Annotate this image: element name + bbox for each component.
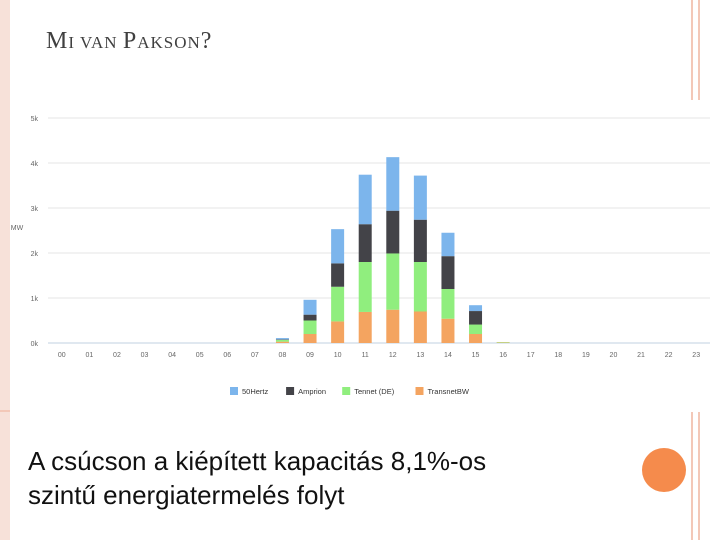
x-tick-label: 02 [113,352,121,359]
x-tick-label: 15 [472,352,480,359]
title-part: AKSON [137,33,201,52]
legend-label: 50Hertz [242,387,269,396]
bar-segment [386,157,400,211]
slide-title: MI VAN PAKSON? [46,28,212,55]
y-tick-label: 1k [31,296,39,303]
decorative-circle [642,448,686,492]
x-tick-label: 00 [58,352,66,359]
bar-segment [469,305,483,312]
title-part: ? [200,28,213,54]
x-tick-label: 07 [251,352,259,359]
bar-segment [386,253,400,310]
bar-segment [303,320,317,334]
x-tick-label: 16 [499,352,507,359]
bar-segment [331,321,345,343]
title-part: M [46,28,69,54]
title-part: P [122,28,138,54]
left-decor-line [0,410,10,412]
bar-segment [358,174,372,225]
bar-segment [469,324,483,334]
stacked-bar-chart: 0k 1k 2k 3k 4k 5k MW 00 01 02 03 04 05 06 07 08 09 10 11 12… [11,116,710,396]
x-tick-label: 09 [306,352,314,359]
x-tick-label: 23 [692,352,700,359]
legend-swatch [230,387,238,395]
bar-segment [413,262,427,312]
x-tick-label: 20 [610,352,618,359]
title-part: I VAN [68,33,123,52]
x-tick-label: 11 [362,352,369,359]
bar-segment [275,341,289,343]
bar-segment [386,210,400,254]
bar-segment [331,286,345,322]
right-decor-line [691,0,693,100]
bar-segment [275,338,289,340]
legend-label: Tennet (DE) [354,387,395,396]
legend-swatch [415,387,424,395]
chart-panel: 0k 1k 2k 3k 4k 5k MW 00 01 02 03 04 05 06 07 08 09 10 11 12… [10,100,715,410]
bar-segment [441,232,455,257]
x-tick-label: 22 [665,352,673,359]
y-tick-label: 3k [31,206,39,213]
bar-segment [441,256,455,289]
x-tick-label: 10 [334,352,342,359]
bar-segment [469,334,483,343]
bar-segment [331,263,345,287]
bar-segment [303,299,317,315]
bar-segment [331,229,345,264]
x-tick-label: 05 [196,352,204,359]
x-tick-label: 18 [554,352,562,359]
x-tick-label: 04 [168,352,176,359]
bar-segment [303,334,317,343]
right-decor-line [698,0,700,100]
legend-swatch [286,387,295,395]
x-tick-label: 12 [389,352,397,359]
y-axis-label: MW [11,225,24,232]
bar-segment [413,311,427,343]
x-tick-label: 21 [637,352,645,359]
x-tick-label: 14 [444,352,452,359]
bar-segment [469,311,483,325]
y-tick-label: 2k [31,251,39,258]
x-tick-label: 13 [416,352,424,359]
caption-line: szintű energiatermelés folyt [28,480,345,510]
bar-segment [358,262,372,312]
y-tick-label: 4k [31,161,39,168]
slide-caption: A csúcson a kiépített kapacitás 8,1%-os … [28,444,638,512]
y-tick-label: 0k [31,341,39,348]
right-decor-line [698,412,700,540]
x-tick-label: 08 [279,352,287,359]
bar-segment [358,311,372,343]
bar-segment [275,339,289,342]
legend-label: Amprion [298,387,326,396]
left-decor-strip [0,0,10,540]
x-tick-label: 03 [141,352,149,359]
bar-segment [441,318,455,343]
bar-segment [358,224,372,262]
bar-segment [413,175,427,220]
x-tick-label: 01 [85,352,93,359]
bar-segment [386,309,400,343]
legend-label: TransnetBW [428,387,470,396]
x-tick-label: 06 [223,352,231,359]
legend-swatch [342,387,351,395]
caption-line: A csúcson a kiépített kapacitás 8,1%-os [28,446,487,476]
x-tick-label: 17 [527,352,535,359]
right-decor-line [691,412,693,540]
x-tick-label: 19 [582,352,590,359]
bar-segment [441,289,455,319]
y-tick-label: 5k [31,116,39,123]
bar-segment [413,219,427,262]
bar-segment [303,314,317,321]
